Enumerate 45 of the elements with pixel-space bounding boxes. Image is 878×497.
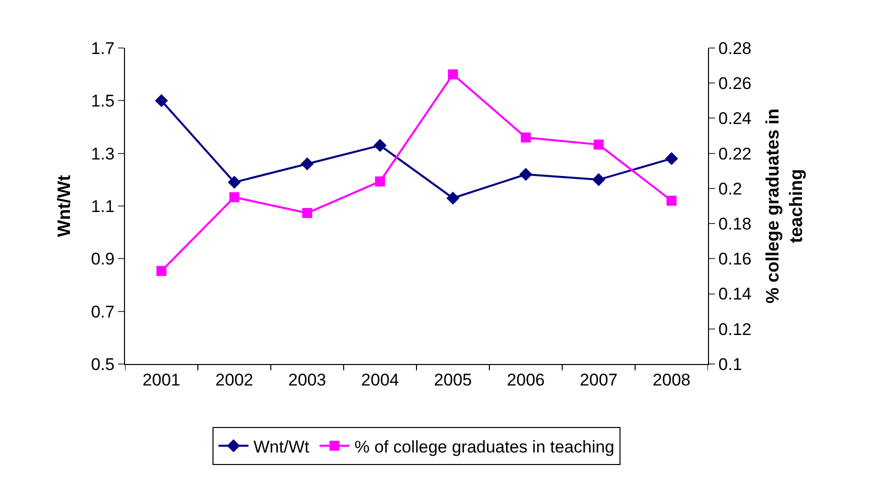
point	[594, 140, 604, 150]
point	[154, 94, 168, 108]
legend-label: Wnt/Wt	[254, 437, 310, 456]
point	[375, 176, 386, 186]
point	[592, 173, 606, 186]
point	[520, 132, 531, 143]
y-tick-label: 0.7	[90, 302, 115, 322]
point	[229, 192, 240, 202]
y2-axis-title: % college graduates in teaching	[762, 108, 806, 304]
x-tick-label: 2006	[506, 370, 545, 390]
point	[446, 192, 460, 205]
y2-tick-label: 0.2	[718, 179, 742, 198]
y2-tick-label: 0.26	[718, 74, 752, 94]
x-tick-label: 2007	[580, 370, 618, 390]
x-tick-label: 2001	[142, 370, 180, 390]
x-tick-label: 2008	[652, 370, 690, 390]
x-tick-label: 2005	[434, 370, 472, 390]
y-tick-label: 1.5	[90, 92, 115, 111]
y2-tick-label: 0.28	[718, 38, 752, 58]
y2-tick-label: 0.18	[718, 214, 752, 234]
x-tick-label: 2003	[288, 370, 326, 390]
x-tick-label: 2002	[215, 370, 254, 390]
y-tick-label: 1.3	[90, 144, 115, 164]
y2-tick-label: 0.24	[718, 109, 752, 128]
y-axis-title: Wnt/Wt	[54, 175, 74, 237]
point	[302, 208, 312, 218]
point	[519, 168, 532, 181]
point	[665, 152, 678, 166]
point	[300, 157, 314, 170]
y-tick-label: 0.5	[90, 354, 115, 374]
y2-tick-label: 0.22	[718, 144, 752, 164]
y2-tick-label: 0.12	[718, 320, 752, 339]
point	[666, 196, 677, 206]
y-tick-label: 1.1	[90, 196, 115, 216]
y2-tick-label: 0.16	[718, 250, 752, 269]
y2-tick-label: 0.1	[718, 354, 742, 374]
point	[448, 69, 458, 80]
y-tick-label: 0.9	[90, 250, 115, 269]
x-tick-label: 2004	[361, 370, 399, 390]
point	[374, 138, 387, 152]
y-tick-label: 1.7	[90, 38, 115, 58]
legend-label: % of college graduates in teaching	[354, 437, 614, 456]
point	[156, 266, 166, 276]
y2-tick-label: 0.14	[718, 284, 752, 304]
point	[228, 176, 241, 189]
